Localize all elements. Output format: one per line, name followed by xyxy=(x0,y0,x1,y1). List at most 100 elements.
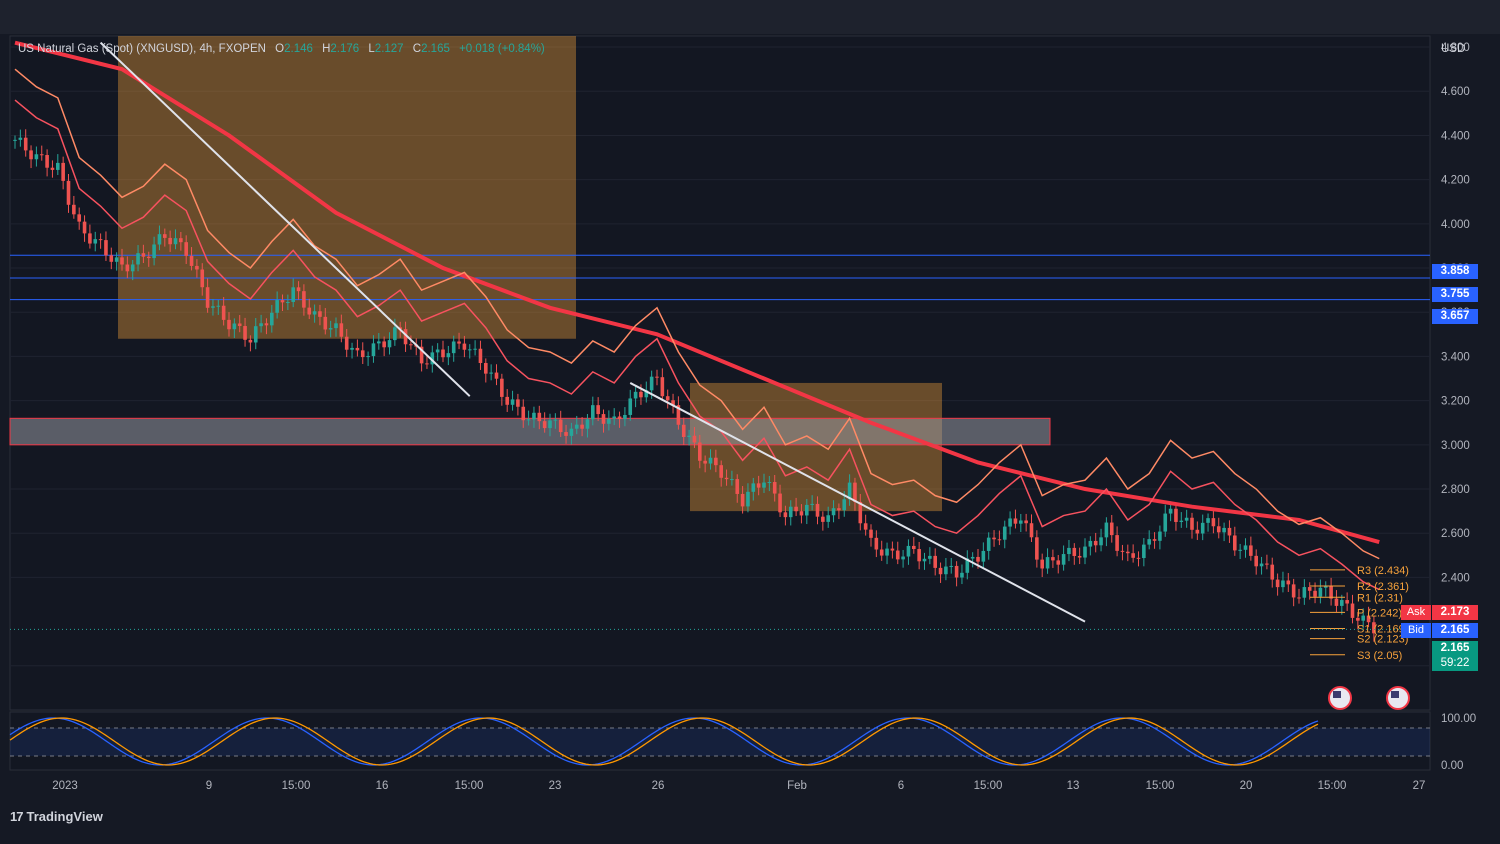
candle-body xyxy=(371,343,376,357)
candle-body xyxy=(243,326,247,340)
candle-body xyxy=(1013,518,1018,524)
candle-body xyxy=(195,265,199,270)
candle-body xyxy=(553,419,558,421)
time-tick-label: 9 xyxy=(206,780,212,792)
candle-body xyxy=(788,506,793,518)
time-tick-label: 2023 xyxy=(52,780,78,792)
candle-body xyxy=(39,154,44,156)
candle-body xyxy=(1216,526,1221,533)
last-price: 2.165 xyxy=(1432,641,1478,656)
candle-body xyxy=(928,555,932,559)
oscillator-tick-label: 0.00 xyxy=(1441,760,1463,772)
time-tick-label: 26 xyxy=(652,780,665,792)
candle-body xyxy=(403,329,408,345)
candle-body xyxy=(419,346,424,364)
high-value: 2.176 xyxy=(330,43,360,55)
candle-body xyxy=(334,323,338,329)
candle-body xyxy=(152,244,156,259)
candle-body xyxy=(933,555,937,568)
candle-body xyxy=(714,457,718,466)
tradingview-logo[interactable]: 17 TradingView xyxy=(10,809,103,824)
candle-body xyxy=(938,567,943,575)
candle-body xyxy=(264,323,269,326)
candle-body xyxy=(184,242,188,256)
trendline xyxy=(629,382,1086,623)
candle-body xyxy=(596,405,600,415)
price-tick-label: 4.400 xyxy=(1441,130,1470,142)
time-tick-label: 15:00 xyxy=(1146,780,1175,792)
oscillator-band xyxy=(10,728,1430,756)
candle-body xyxy=(1227,527,1232,536)
price-tick-label: 4.000 xyxy=(1441,219,1470,231)
candle-body xyxy=(1051,557,1055,561)
candle-body xyxy=(451,341,456,354)
candle-body xyxy=(617,416,622,420)
candle-body xyxy=(1275,579,1280,588)
channel-upper xyxy=(14,68,1380,560)
candle-body xyxy=(1035,537,1039,560)
candle-body xyxy=(1286,580,1291,585)
candlesticks xyxy=(13,129,1376,642)
candle-body xyxy=(505,396,509,405)
candle-body xyxy=(949,565,954,567)
candle-body xyxy=(1131,553,1135,558)
candle-body xyxy=(66,180,71,205)
candle-body xyxy=(93,239,98,244)
candle-body xyxy=(740,493,745,507)
candle-body xyxy=(954,565,959,578)
candle-body xyxy=(1093,540,1098,546)
candle-body xyxy=(114,257,119,262)
candle-body xyxy=(976,556,980,562)
us-flag-icon[interactable] xyxy=(1386,686,1410,710)
candle-body xyxy=(1174,508,1178,522)
candle-body xyxy=(1259,563,1264,567)
candle-body xyxy=(612,416,616,419)
candle-body xyxy=(302,291,306,308)
candle-body xyxy=(644,390,649,398)
oscillator-pane: 100.00 0.00 xyxy=(9,713,1476,772)
candle-body xyxy=(189,255,194,266)
candle-body xyxy=(1270,564,1275,580)
candle-body xyxy=(1104,522,1109,538)
candle-body xyxy=(484,363,488,374)
candle-body xyxy=(1168,508,1173,514)
candle-body xyxy=(580,424,584,429)
time-tick-label: Feb xyxy=(787,780,807,792)
candle-body xyxy=(211,306,215,308)
candle-body xyxy=(756,483,761,488)
candle-body xyxy=(692,435,697,443)
candle-body xyxy=(173,238,178,245)
candle-body xyxy=(473,348,477,350)
candle-body xyxy=(1045,557,1050,569)
candle-body xyxy=(1152,539,1157,541)
candle-body xyxy=(762,482,766,488)
candle-body xyxy=(639,391,643,398)
candle-body xyxy=(1350,603,1355,618)
candle-body xyxy=(906,545,911,557)
candle-body xyxy=(221,305,226,320)
candle-body xyxy=(783,512,788,518)
candle-body xyxy=(649,376,654,391)
price-tick-label: 3.200 xyxy=(1441,396,1470,408)
candle-body xyxy=(350,347,354,350)
open-value: 2.146 xyxy=(284,43,313,55)
candle-body xyxy=(200,269,205,288)
candle-body xyxy=(965,558,970,573)
us-flag-icon[interactable] xyxy=(1328,686,1352,710)
bid-label: Bid xyxy=(1401,623,1431,638)
candle-body xyxy=(516,399,520,407)
candle-body xyxy=(409,344,413,346)
candle-body xyxy=(104,240,108,256)
candle-body xyxy=(77,214,81,222)
candle-body xyxy=(1361,615,1365,621)
time-tick-label: 6 xyxy=(898,780,904,792)
candle-body xyxy=(1109,522,1114,536)
bar-countdown: 59:22 xyxy=(1432,656,1478,671)
candle-body xyxy=(879,549,884,556)
candle-body xyxy=(18,137,23,140)
candle-body xyxy=(1265,563,1269,565)
candle-body xyxy=(1056,560,1061,565)
time-tick-label: 15:00 xyxy=(455,780,484,792)
bid-price: 2.165 xyxy=(1432,623,1478,638)
